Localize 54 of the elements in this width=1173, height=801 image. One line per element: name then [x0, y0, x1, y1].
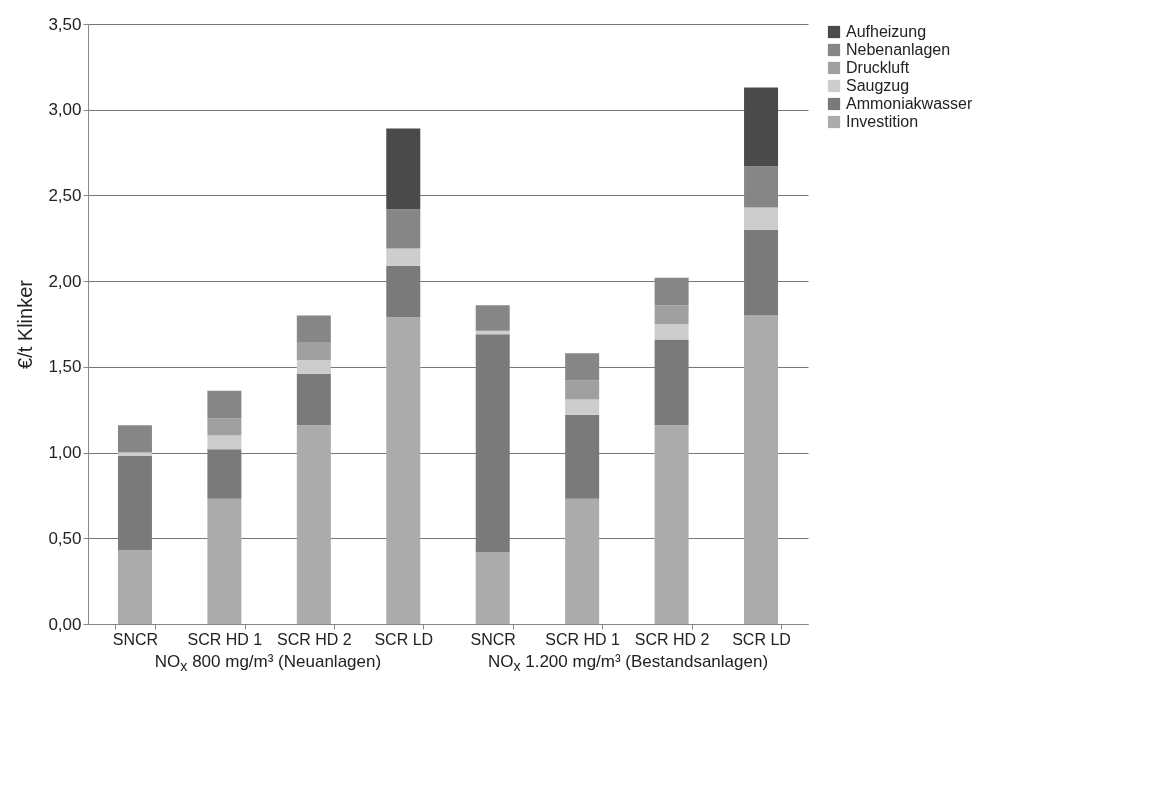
x-tick-label: SCR HD 2	[634, 630, 710, 648]
bar	[475, 305, 510, 331]
bar	[654, 425, 689, 624]
bar	[207, 418, 242, 436]
bar	[207, 498, 242, 624]
bar	[744, 315, 779, 624]
legend-label: Investition	[846, 113, 919, 130]
bar	[565, 399, 600, 415]
x-tick-label: SCR LD	[374, 630, 434, 648]
bar	[654, 305, 689, 324]
text: NO$_{x}$ 800 mg/m³ (Neuanlagen)	[153, 652, 383, 675]
bar	[744, 166, 779, 208]
y-tick-label: 2,00	[48, 271, 82, 291]
y-tick-label: 0,00	[48, 614, 82, 634]
bar	[475, 552, 510, 624]
x-tick-label: SNCR	[470, 630, 516, 648]
bar	[296, 425, 331, 624]
y-tick-label: 3,00	[48, 100, 82, 120]
x-tick-label: SCR LD	[732, 630, 791, 648]
bar	[207, 435, 242, 450]
bar	[117, 425, 152, 453]
bar	[565, 353, 600, 381]
bar	[654, 324, 689, 340]
bar	[386, 248, 421, 266]
bar	[744, 207, 779, 230]
x-tick-label: SNCR	[112, 630, 159, 648]
bar	[565, 498, 600, 624]
bar	[386, 128, 421, 210]
y-tick-label: 1,50	[48, 357, 82, 377]
y-axis-title: €/t Klinker	[14, 279, 37, 369]
bar	[296, 315, 331, 343]
bar	[207, 390, 242, 419]
x-tick-label: SCR HD 1	[545, 630, 621, 648]
y-tick-label: 1,00	[48, 443, 82, 463]
legend-label: Aufheizung	[846, 23, 927, 40]
bar	[565, 380, 600, 400]
y-tick-label: 0,50	[48, 528, 82, 548]
text: NO$_{x}$ 1.200 mg/m³ (Bestandsanlagen)	[486, 652, 770, 675]
bar	[296, 373, 331, 426]
bar	[744, 87, 779, 167]
x-tick-label: SCR HD 1	[187, 630, 263, 648]
legend-label: Nebenanlagen	[846, 41, 951, 58]
bar	[386, 317, 421, 624]
bar	[386, 209, 421, 249]
bar	[296, 342, 331, 360]
bar	[654, 277, 689, 306]
y-tick-label: 2,50	[48, 185, 82, 205]
bar	[296, 360, 331, 374]
y-tick-label: 3,50	[48, 14, 82, 34]
legend-label: Druckluft	[846, 59, 910, 76]
legend-label: Saugzug	[846, 77, 910, 94]
bar	[117, 550, 152, 624]
x-tick-label: SCR HD 2	[276, 630, 352, 648]
legend-label: Ammoniakwasser	[846, 95, 973, 112]
